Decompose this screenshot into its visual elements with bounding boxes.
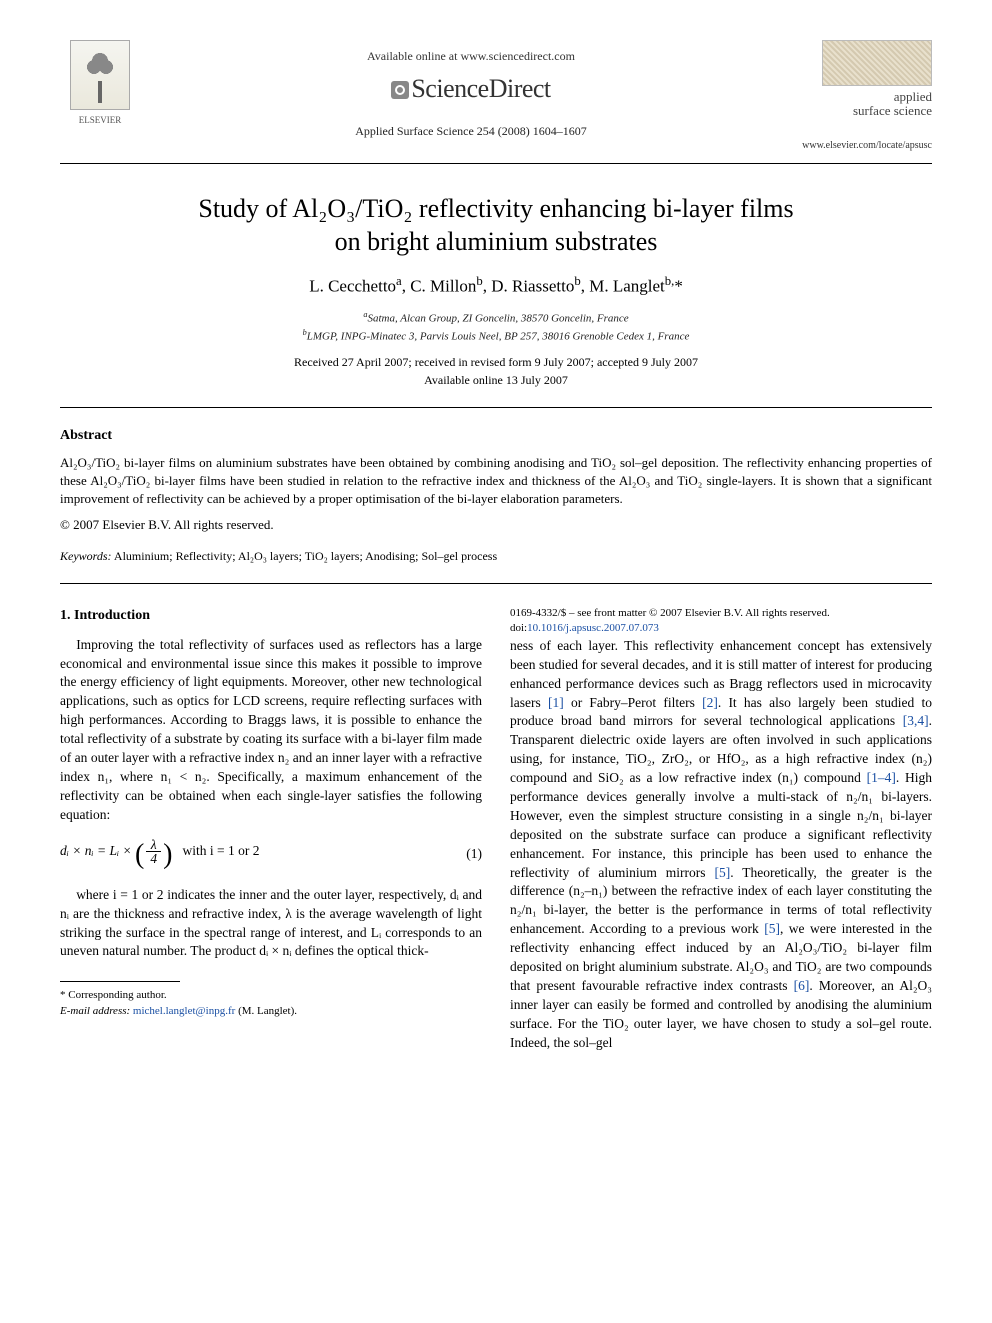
equation-1-body: dᵢ × nᵢ = Lᵢ × (λ4) with i = 1 or 2	[60, 835, 260, 874]
journal-reference: Applied Surface Science 254 (2008) 1604–…	[140, 123, 802, 140]
footer-block: 0169-4332/$ – see front matter © 2007 El…	[510, 606, 932, 637]
header-rule	[60, 163, 932, 164]
center-header: Available online at www.sciencedirect.co…	[140, 40, 802, 140]
sciencedirect-text: ScienceDirect	[411, 74, 550, 103]
ref-link-5b[interactable]: [5]	[764, 921, 780, 936]
article-dates: Received 27 April 2007; received in revi…	[60, 353, 932, 389]
page-header: ELSEVIER Available online at www.science…	[60, 40, 932, 153]
doi-link[interactable]: 10.1016/j.apsusc.2007.07.073	[527, 622, 659, 634]
sciencedirect-icon	[391, 81, 409, 99]
doi-line: doi:10.1016/j.apsusc.2007.07.073	[510, 621, 932, 636]
abstract-bottom-rule	[60, 583, 932, 584]
copyright-line: © 2007 Elsevier B.V. All rights reserved…	[60, 516, 932, 534]
journal-cover-title: applied surface science	[802, 90, 932, 119]
article-title: Study of Al₂O₃/TiO₂ reflectivity enhanci…	[60, 192, 932, 260]
keywords-line: Keywords: Aluminium; Reflectivity; Al₂O₃…	[60, 548, 932, 565]
publisher-name: ELSEVIER	[60, 114, 140, 127]
footnotes: * Corresponding author. E-mail address: …	[60, 988, 482, 1019]
front-matter-line: 0169-4332/$ – see front matter © 2007 El…	[510, 606, 932, 621]
corresponding-author: * Corresponding author.	[60, 988, 482, 1003]
keywords-list: Aluminium; Reflectivity; Al₂O₃ layers; T…	[114, 549, 497, 563]
affiliations: aSatma, Alcan Group, ZI Goncelin, 38570 …	[60, 309, 932, 345]
footnote-rule	[60, 981, 180, 982]
author-email-link[interactable]: michel.langlet@inpg.fr	[133, 1005, 235, 1017]
ref-link-6[interactable]: [6]	[794, 978, 810, 993]
ref-link-3-4[interactable]: [3,4]	[903, 713, 929, 728]
equation-1: dᵢ × nᵢ = Lᵢ × (λ4) with i = 1 or 2 (1)	[60, 835, 482, 874]
intro-para-2: where i = 1 or 2 indicates the inner and…	[60, 886, 482, 962]
email-line: E-mail address: michel.langlet@inpg.fr (…	[60, 1004, 482, 1019]
available-online-text: Available online at www.sciencedirect.co…	[140, 48, 802, 65]
journal-cover-thumbnail	[822, 40, 932, 86]
ref-link-5a[interactable]: [5]	[714, 865, 730, 880]
intro-para-1: Improving the total reflectivity of surf…	[60, 636, 482, 825]
abstract-text: Al₂O₃/TiO₂ bi-layer films on aluminium s…	[60, 454, 932, 509]
body-columns: 1. Introduction Improving the total refl…	[60, 606, 932, 1052]
ref-link-2[interactable]: [2]	[702, 695, 718, 710]
author-list: L. Cecchettoa, C. Millonb, D. Riassettob…	[60, 273, 932, 298]
elsevier-logo: ELSEVIER	[60, 40, 140, 127]
journal-url: www.elsevier.com/locate/apsusc	[802, 139, 932, 153]
equation-1-number: (1)	[466, 845, 482, 864]
section-1-heading: 1. Introduction	[60, 606, 482, 626]
abstract-top-rule	[60, 407, 932, 408]
sciencedirect-logo: ScienceDirect	[140, 71, 802, 107]
ref-link-1[interactable]: [1]	[548, 695, 564, 710]
keywords-label: Keywords:	[60, 549, 112, 563]
journal-cover-block: applied surface science www.elsevier.com…	[802, 40, 932, 153]
ref-link-1-4[interactable]: [1–4]	[867, 770, 896, 785]
intro-para-3: ness of each layer. This reflectivity en…	[510, 637, 932, 1053]
elsevier-tree-icon	[70, 40, 130, 110]
abstract-heading: Abstract	[60, 426, 932, 446]
